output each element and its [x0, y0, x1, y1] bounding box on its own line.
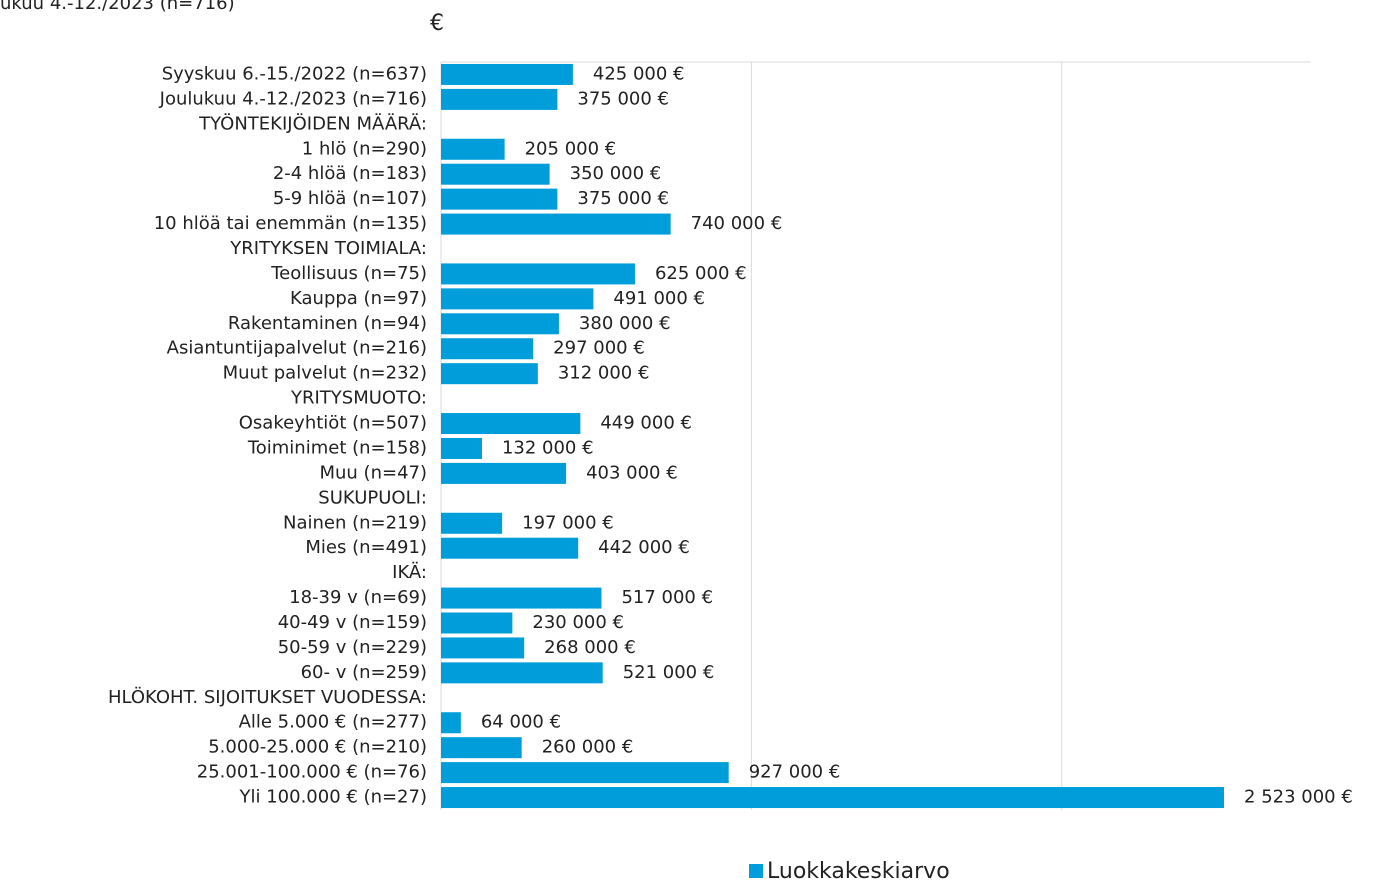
bar [441, 413, 581, 435]
bar [441, 737, 522, 759]
bar [441, 63, 573, 85]
data-label: 740 000 € [691, 213, 783, 234]
data-label: 132 000 € [502, 437, 594, 458]
y-tick-label: Asiantuntijapalvelut (n=216) [167, 338, 427, 359]
y-tick-label: Nainen (n=219) [283, 512, 427, 533]
data-label: 625 000 € [655, 263, 747, 284]
data-label: 380 000 € [579, 313, 671, 334]
y-tick-label: Muut palvelut (n=232) [223, 363, 427, 384]
y-tick-label: 25.001-100.000 € (n=76) [197, 762, 427, 783]
bar [441, 213, 671, 235]
y-tick-label: SUKUPUOLI: [318, 487, 427, 508]
bar [441, 512, 503, 534]
data-label: 2 523 000 € [1244, 787, 1353, 808]
bar [441, 163, 550, 185]
y-tick-label: TYÖNTEKIJÖIDEN MÄÄRÄ: [198, 112, 427, 134]
data-label: 521 000 € [623, 662, 715, 683]
data-label: 260 000 € [542, 737, 634, 758]
data-label: 297 000 € [553, 338, 645, 359]
bar [441, 288, 594, 310]
bar [441, 188, 558, 210]
y-tick-label: Osakeyhtiöt (n=507) [239, 413, 427, 434]
y-tick-label: IKÄ: [392, 562, 427, 583]
y-tick-label: 5.000-25.000 € (n=210) [208, 737, 427, 758]
y-tick-label: Rakentaminen (n=94) [228, 313, 427, 334]
y-tick-label: 60- v (n=259) [301, 662, 427, 683]
bar [441, 637, 525, 659]
bar [441, 762, 729, 784]
y-tick-label: Alle 5.000 € (n=277) [239, 712, 427, 733]
bar [441, 263, 635, 285]
bar [441, 88, 558, 110]
bar [441, 612, 513, 634]
data-label: 205 000 € [525, 138, 617, 159]
bar [441, 313, 559, 335]
y-tick-label: 40-49 v (n=159) [278, 612, 427, 633]
y-tick-label: YRITYKSEN TOIMIALA: [229, 238, 427, 259]
y-tick-label: YRITYSMUOTO: [290, 388, 427, 409]
y-tick-label: Kauppa (n=97) [290, 288, 427, 309]
bar [441, 462, 567, 484]
y-tick-label: 5-9 hlöä (n=107) [273, 188, 427, 209]
bar [441, 138, 505, 160]
bar [441, 537, 579, 559]
y-tick-label: Toiminimet (n=158) [247, 437, 427, 458]
y-tick-label: Muu (n=47) [319, 462, 427, 483]
data-label: 403 000 € [586, 462, 678, 483]
y-tick-label: Yli 100.000 € (n=27) [239, 787, 428, 808]
legend-label: Luokkakeskiarvo [767, 859, 950, 883]
y-tick-label: 1 hlö (n=290) [302, 138, 427, 159]
data-label: 375 000 € [577, 188, 669, 209]
y-tick-label: 50-59 v (n=229) [278, 637, 427, 658]
data-label: 449 000 € [600, 413, 692, 434]
y-tick-label: Teollisuus (n=75) [270, 263, 427, 284]
bar [441, 437, 482, 459]
bar [441, 587, 602, 609]
data-label: 442 000 € [598, 537, 690, 558]
bar [441, 338, 534, 360]
legend-swatch [749, 864, 763, 878]
y-tick-label: 2-4 hlöä (n=183) [273, 163, 427, 184]
y-tick-label: Syyskuu 6.-15./2022 (n=637) [162, 63, 427, 84]
data-label: 230 000 € [532, 612, 624, 633]
bar [441, 712, 461, 734]
data-label: 268 000 € [544, 637, 636, 658]
y-tick-label: Joulukuu 4.-12./2023 (n=716) [159, 88, 427, 109]
data-label: 491 000 € [613, 288, 705, 309]
data-label: 375 000 € [577, 88, 669, 109]
y-tick-label: 18-39 v (n=69) [289, 587, 427, 608]
chart-subtitle: ukuu 4.-12./2023 (n=716) [0, 0, 235, 14]
bar [441, 787, 1225, 809]
data-label: 927 000 € [749, 762, 841, 783]
y-tick-label: 10 hlöä tai enemmän (n=135) [154, 213, 427, 234]
y-tick-label: Mies (n=491) [305, 537, 427, 558]
data-label: 64 000 € [481, 712, 561, 733]
y-tick-label: HLÖKOHT. SIJOITUKSET VUODESSA: [108, 686, 427, 708]
data-label: 517 000 € [621, 587, 713, 608]
bar [441, 363, 538, 385]
bar [441, 662, 603, 684]
data-label: 350 000 € [570, 163, 662, 184]
x-axis-label: € [430, 11, 444, 36]
data-label: 312 000 € [558, 363, 650, 384]
data-label: 197 000 € [522, 512, 614, 533]
data-label: 425 000 € [593, 63, 685, 84]
